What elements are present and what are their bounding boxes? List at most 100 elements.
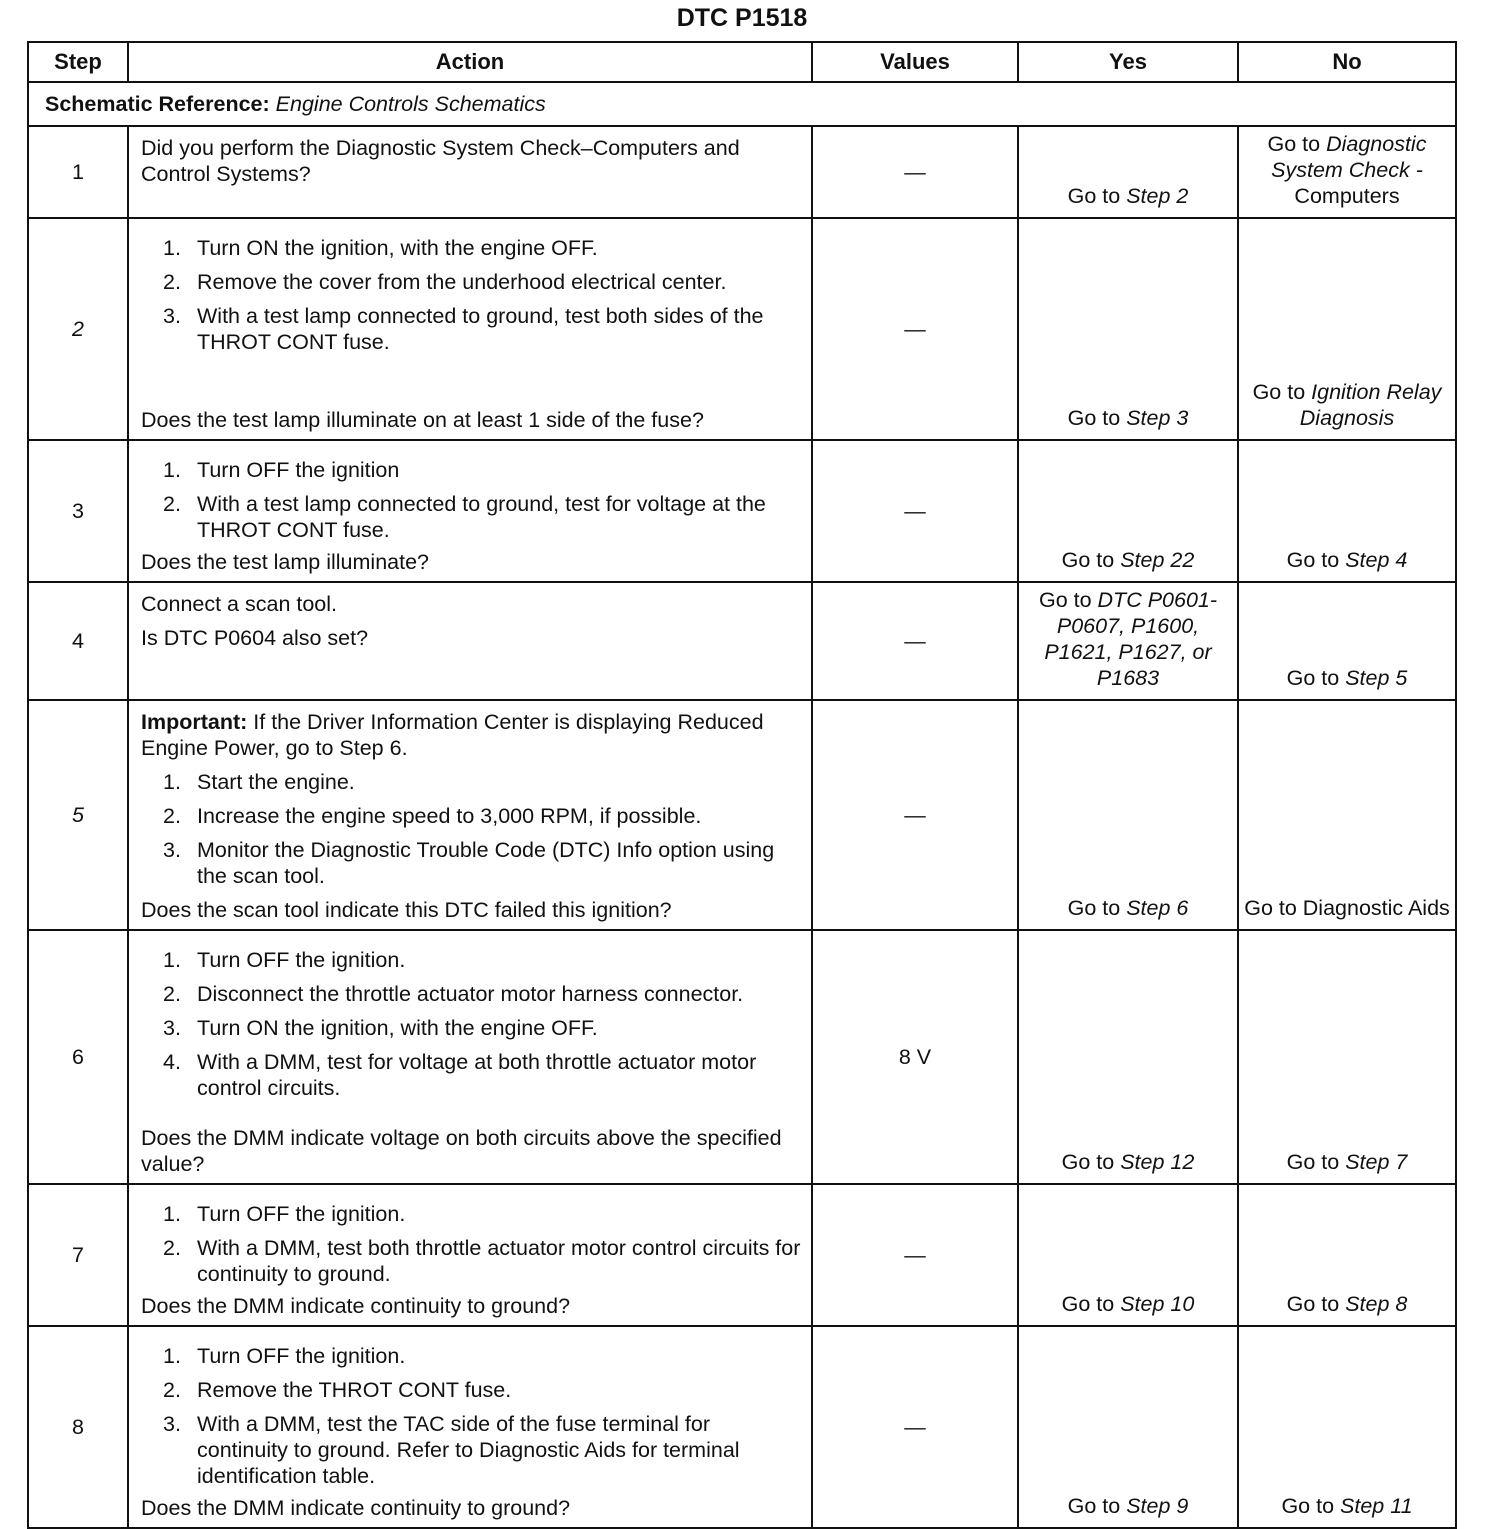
action-intro: Connect a scan tool.: [141, 591, 801, 617]
yes-cell[interactable]: Go to DTC P0601-P0607, P1600, P1621, P16…: [1017, 581, 1239, 701]
action-intro: Important: If the Driver Information Cen…: [141, 709, 801, 761]
yes-link-text: Step 10: [1120, 1292, 1195, 1316]
action-step-item: 2. With a test lamp connected to ground, …: [141, 491, 801, 543]
action-step-item: 3. With a DMM, test the TAC side of the f…: [141, 1411, 801, 1489]
header-yes: Yes: [1017, 41, 1239, 83]
action-cell: 1. Turn OFF the ignition. 2. With a DMM, te…: [127, 1183, 813, 1327]
table-row: 7 1. Turn OFF the ignition. 2. With a DMM, t…: [27, 1183, 1457, 1327]
item-text: With a DMM, test for voltage at both thr…: [197, 1050, 757, 1100]
action-step-item: 2. With a DMM, test both throttle actuato…: [141, 1235, 801, 1287]
item-number: 1.: [163, 948, 181, 972]
item-text: Remove the cover from the underhood elec…: [197, 270, 727, 294]
action-step-item: 1. Start the engine.: [141, 769, 801, 795]
action-question: Does the DMM indicate voltage on both ci…: [141, 1126, 782, 1176]
no-link-text: Ignition Relay Diagnosis: [1299, 380, 1442, 430]
yes-cell[interactable]: Go to Step 9: [1017, 1325, 1239, 1529]
value-cell: —: [811, 1183, 1019, 1327]
no-cell[interactable]: Go to Step 11: [1237, 1325, 1457, 1529]
yes-link-text: Step 12: [1120, 1150, 1195, 1174]
header-values: Values: [811, 41, 1019, 83]
item-number: 2.: [163, 1378, 181, 1402]
action-step-item: 4. With a DMM, test for voltage at both t…: [141, 1049, 801, 1101]
header-no: No: [1237, 41, 1457, 83]
item-number: 1.: [163, 1344, 181, 1368]
item-text: With a DMM, test the TAC side of the fus…: [197, 1412, 740, 1488]
action-step-item: 1. Turn OFF the ignition.: [141, 1201, 801, 1227]
item-text: Monitor the Diagnostic Trouble Code (DTC…: [197, 838, 775, 888]
action-step-item: 2. Increase the engine speed to 3,000 RPM…: [141, 803, 801, 829]
no-link-text: Step 4: [1345, 548, 1408, 572]
no-cell[interactable]: Go to Step 4: [1237, 439, 1457, 583]
yes-cell[interactable]: Go to Step 6: [1017, 699, 1239, 931]
action-content: Important: If the Driver Information Cen…: [141, 709, 801, 923]
item-number: 1.: [163, 770, 181, 794]
action-content: 1. Turn OFF the ignition. 2. Remove the THR…: [141, 1335, 801, 1521]
no-link-text: Computers: [1294, 184, 1400, 208]
step-number: 1: [27, 125, 129, 219]
yes-cell[interactable]: Go to Step 2: [1017, 125, 1239, 219]
action-question: Does the test lamp illuminate on at leas…: [141, 408, 704, 432]
action-cell: Important: If the Driver Information Cen…: [127, 699, 813, 931]
action-step-item: 1. Turn OFF the ignition.: [141, 1343, 801, 1369]
item-number: 2.: [163, 804, 181, 828]
no-cell[interactable]: Go to Step 8: [1237, 1183, 1457, 1327]
header-action: Action: [127, 41, 813, 83]
yes-cell[interactable]: Go to Step 22: [1017, 439, 1239, 583]
item-text: Turn OFF the ignition: [197, 458, 400, 482]
action-step-item: 2. Disconnect the throttle actuator motor…: [141, 981, 801, 1007]
item-number: 3.: [163, 1412, 181, 1436]
table-row: 3 1. Turn OFF the ignition 2. With a test la…: [27, 439, 1457, 583]
action-cell: Did you perform the Diagnostic System Ch…: [127, 125, 813, 219]
table-row: 4 Connect a scan tool. Is DTC P0604 also s…: [27, 581, 1457, 701]
no-cell[interactable]: Go to Step 7: [1237, 929, 1457, 1185]
no-cell[interactable]: Go to Step 5: [1237, 581, 1457, 701]
table-row: 2 1. Turn ON the ignition, with the engine…: [27, 217, 1457, 441]
yes-link-text: Step 9: [1126, 1494, 1189, 1518]
item-number: 3.: [163, 838, 181, 862]
no-cell[interactable]: Go to Diagnostic Aids: [1237, 699, 1457, 931]
yes-link-text: Step 22: [1120, 548, 1195, 572]
schematic-value: Engine Controls Schematics: [275, 92, 546, 116]
yes-cell[interactable]: Go to Step 10: [1017, 1183, 1239, 1327]
item-text: Remove the THROT CONT fuse.: [197, 1378, 512, 1402]
action-cell: Connect a scan tool. Is DTC P0604 also se…: [127, 581, 813, 701]
yes-link-text: Go to: [1067, 406, 1127, 430]
schematic-reference-row: Schematic Reference: Engine Controls Sch…: [27, 81, 1457, 127]
header-step: Step: [27, 41, 129, 83]
item-text: With a test lamp connected to ground, te…: [197, 304, 764, 354]
yes-link-text: Go to: [1067, 184, 1127, 208]
action-cell: 1. Turn OFF the ignition. 2. Remove the THR…: [127, 1325, 813, 1529]
action-content: 1. Turn OFF the ignition 2. With a test lam…: [141, 449, 801, 575]
no-cell[interactable]: Go to Diagnostic System Check - Computer…: [1237, 125, 1457, 219]
action-question: Does the DMM indicate continuity to grou…: [141, 1496, 571, 1520]
no-link-text: Step 11: [1340, 1494, 1413, 1518]
action-content: 1. Turn OFF the ignition. 2. With a DMM, te…: [141, 1193, 801, 1319]
action-intro: Did you perform the Diagnostic System Ch…: [141, 135, 801, 187]
yes-link-text: Step 3: [1126, 406, 1189, 430]
action-intro-text: Connect a scan tool.: [141, 592, 338, 616]
value-cell: —: [811, 125, 1019, 219]
step-number: 4: [27, 581, 129, 701]
action-step-item: 3. With a test lamp connected to ground, …: [141, 303, 801, 355]
yes-cell[interactable]: Go to Step 12: [1017, 929, 1239, 1185]
page-title: DTC P1518: [676, 4, 808, 32]
action-step-item: 1. Turn OFF the ignition: [141, 457, 801, 483]
item-number: 1.: [163, 236, 181, 260]
no-link-text: Go to: [1267, 132, 1327, 156]
table-row: 8 1. Turn OFF the ignition. 2. Remove the TH…: [27, 1325, 1457, 1529]
item-text: Start the engine.: [197, 770, 355, 794]
no-link-text: Go to: [1252, 380, 1312, 404]
item-text: Turn ON the ignition, with the engine OF…: [197, 236, 598, 260]
no-cell[interactable]: Go to Ignition Relay Diagnosis: [1237, 217, 1457, 441]
step-number: 2: [27, 217, 129, 441]
yes-link-text: Step 6: [1126, 896, 1189, 920]
schematic-label: Schematic Reference:: [45, 92, 270, 116]
no-link-text: Go to: [1286, 666, 1346, 690]
action-step-item: 2. Remove the THROT CONT fuse.: [141, 1377, 801, 1403]
yes-link-text: Go to: [1067, 896, 1127, 920]
yes-link-text: Go to: [1038, 588, 1098, 612]
action-content: 1. Turn ON the ignition, with the engine …: [141, 227, 801, 433]
yes-cell[interactable]: Go to Step 3: [1017, 217, 1239, 441]
item-text: Turn ON the ignition, with the engine OF…: [197, 1016, 598, 1040]
item-number: 3.: [163, 1016, 181, 1040]
